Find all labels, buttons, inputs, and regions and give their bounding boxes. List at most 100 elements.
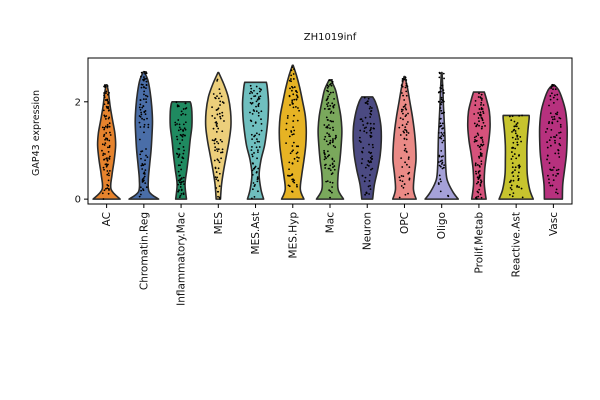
data-point xyxy=(555,191,557,194)
x-tick-label: MES.Hyp xyxy=(287,212,299,259)
data-point xyxy=(101,143,104,146)
data-point xyxy=(441,127,443,130)
data-point xyxy=(482,110,484,113)
data-point xyxy=(216,158,219,161)
data-point xyxy=(369,184,371,187)
data-point xyxy=(101,149,103,152)
data-point xyxy=(546,146,549,149)
data-point xyxy=(139,99,142,102)
data-point xyxy=(331,82,334,84)
data-point xyxy=(140,71,143,74)
data-point xyxy=(217,127,220,130)
data-point xyxy=(329,127,331,130)
data-point xyxy=(179,174,181,177)
data-point xyxy=(517,177,520,180)
data-point xyxy=(550,128,553,131)
data-point xyxy=(291,102,294,105)
data-point xyxy=(370,113,373,116)
data-point xyxy=(331,172,334,175)
data-point xyxy=(477,134,480,136)
data-point xyxy=(251,162,254,165)
data-point xyxy=(257,114,260,117)
data-point xyxy=(292,133,295,136)
data-point xyxy=(143,131,145,134)
data-point xyxy=(253,195,256,198)
data-point xyxy=(296,91,298,94)
data-point xyxy=(406,163,408,166)
data-point xyxy=(514,132,517,135)
data-point xyxy=(557,168,560,171)
data-point xyxy=(103,126,106,129)
data-point xyxy=(220,151,222,154)
data-point xyxy=(371,155,373,158)
data-point xyxy=(182,129,185,132)
data-point xyxy=(478,120,480,123)
data-point xyxy=(326,86,329,89)
data-point xyxy=(362,124,365,126)
data-point xyxy=(556,98,559,101)
data-point xyxy=(214,121,217,124)
data-point xyxy=(182,176,185,179)
data-point xyxy=(218,172,221,175)
data-point xyxy=(291,89,293,92)
data-point xyxy=(358,136,361,139)
data-point xyxy=(363,180,366,183)
data-point xyxy=(439,122,442,125)
data-point xyxy=(407,172,410,175)
data-point xyxy=(103,114,106,117)
violin-mac xyxy=(315,79,345,200)
data-point xyxy=(259,90,261,93)
data-point xyxy=(144,113,147,116)
x-tick-label: Reactive.Ast xyxy=(511,212,523,277)
data-point xyxy=(325,180,328,183)
data-point xyxy=(181,139,184,141)
data-point xyxy=(521,196,524,199)
data-point xyxy=(325,116,328,119)
data-point xyxy=(104,118,107,120)
data-point xyxy=(480,160,483,163)
data-point xyxy=(511,155,514,158)
data-point xyxy=(440,96,443,99)
data-point xyxy=(509,115,511,118)
data-point xyxy=(373,122,375,125)
data-point xyxy=(329,119,332,122)
data-point xyxy=(553,166,555,169)
violin-neuron xyxy=(352,96,383,200)
data-point xyxy=(285,128,288,131)
y-axis-label: GAP43 expression xyxy=(31,90,42,176)
data-point xyxy=(405,138,408,141)
data-point xyxy=(106,125,109,128)
data-point xyxy=(250,149,253,151)
data-point xyxy=(295,94,298,97)
data-point xyxy=(365,192,368,195)
data-point xyxy=(293,68,295,70)
data-point xyxy=(405,90,408,93)
data-point xyxy=(291,86,294,89)
data-point xyxy=(216,150,219,153)
data-point xyxy=(216,95,218,98)
data-point xyxy=(440,87,443,90)
data-point xyxy=(548,182,551,184)
data-point xyxy=(475,139,478,142)
data-point xyxy=(217,142,220,145)
data-point xyxy=(326,105,329,108)
data-point xyxy=(106,187,109,190)
data-point xyxy=(330,84,333,87)
violin-mes xyxy=(204,71,232,200)
data-point xyxy=(256,176,259,179)
data-point xyxy=(552,118,554,121)
data-point xyxy=(517,127,520,130)
data-point xyxy=(475,172,478,175)
data-point xyxy=(482,104,485,106)
data-point xyxy=(298,109,300,112)
data-point xyxy=(212,93,215,95)
data-point xyxy=(405,79,408,81)
data-point xyxy=(257,149,259,152)
data-point xyxy=(255,138,258,141)
data-point xyxy=(256,157,258,160)
data-point xyxy=(442,91,445,94)
data-point xyxy=(292,126,295,129)
data-point xyxy=(400,157,403,160)
data-point xyxy=(332,112,335,114)
data-point xyxy=(370,126,372,129)
